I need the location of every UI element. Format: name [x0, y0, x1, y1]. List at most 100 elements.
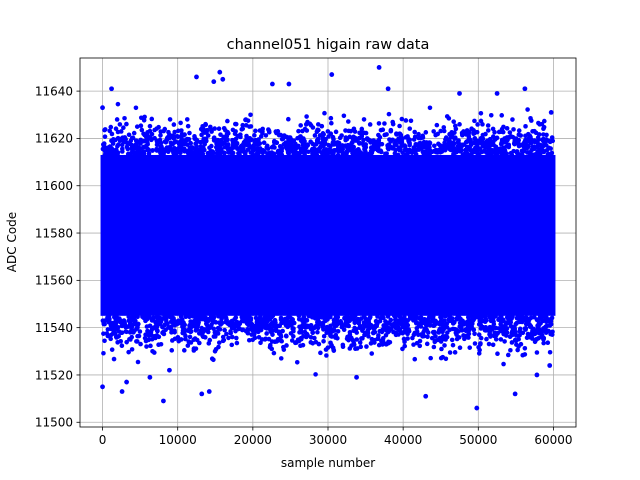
data-point — [457, 324, 463, 329]
data-point — [464, 333, 470, 338]
data-point — [298, 326, 304, 332]
data-point — [147, 128, 153, 134]
data-point — [301, 322, 306, 328]
data-point — [136, 145, 142, 150]
data-point — [187, 145, 193, 151]
data-point — [378, 127, 384, 133]
x-axis-label: sample number — [281, 456, 375, 470]
data-point — [211, 326, 217, 332]
data-point — [304, 318, 309, 323]
data-point — [304, 144, 309, 150]
data-point — [347, 346, 353, 351]
data-point — [118, 129, 124, 134]
data-point — [412, 147, 418, 153]
data-point — [191, 150, 197, 156]
data-point — [367, 315, 373, 321]
data-point — [301, 315, 306, 320]
data-point — [536, 137, 541, 143]
data-point — [478, 110, 484, 116]
data-point — [416, 131, 421, 137]
data-point — [321, 327, 326, 332]
data-point — [285, 324, 290, 330]
data-point — [529, 139, 535, 145]
data-point — [145, 140, 150, 145]
data-point — [126, 314, 132, 320]
data-point — [547, 139, 553, 145]
data-point — [276, 132, 282, 138]
data-point — [106, 318, 112, 324]
data-point — [148, 343, 153, 349]
data-point — [480, 136, 486, 141]
data-point — [107, 144, 113, 149]
data-point — [264, 331, 269, 336]
data-point — [127, 141, 133, 147]
data-point — [137, 329, 143, 334]
data-point — [315, 329, 320, 335]
data-point — [427, 105, 433, 111]
data-point — [389, 326, 394, 332]
data-point — [412, 129, 418, 135]
data-point — [121, 139, 127, 144]
data-point — [423, 321, 428, 327]
data-point — [110, 141, 116, 146]
data-point — [512, 141, 517, 147]
data-point — [102, 127, 108, 132]
data-point — [200, 334, 206, 339]
outlier-point — [161, 398, 166, 404]
data-point — [452, 350, 458, 355]
data-point — [523, 137, 528, 143]
data-point — [400, 330, 405, 336]
data-point — [336, 143, 341, 149]
data-point — [485, 128, 491, 133]
data-point — [265, 146, 271, 151]
data-point — [355, 152, 360, 157]
data-point — [209, 143, 214, 149]
data-point — [499, 126, 505, 132]
data-point — [144, 324, 150, 329]
data-point — [106, 314, 112, 319]
data-point — [498, 337, 504, 342]
data-point — [294, 360, 300, 365]
data-point — [105, 327, 111, 332]
data-point — [403, 152, 409, 157]
data-point — [285, 320, 291, 326]
data-point — [139, 127, 145, 133]
data-point — [197, 340, 202, 346]
data-point — [547, 349, 553, 355]
data-point — [123, 329, 128, 334]
x-tick-label: 20000 — [234, 433, 272, 447]
data-point — [511, 127, 516, 132]
data-point — [536, 330, 542, 336]
data-point — [319, 150, 325, 156]
data-point — [477, 317, 483, 323]
data-point — [185, 123, 191, 129]
data-point — [383, 151, 388, 157]
data-point — [413, 142, 419, 148]
data-point — [392, 317, 398, 322]
data-point — [258, 327, 264, 333]
data-point — [149, 148, 155, 153]
data-point — [124, 121, 129, 127]
data-point — [171, 122, 177, 127]
data-point — [201, 145, 206, 151]
data-point — [291, 320, 297, 326]
data-point — [346, 147, 352, 153]
data-point — [156, 342, 161, 348]
data-point — [467, 345, 473, 350]
outlier-point — [194, 74, 199, 80]
outlier-point — [220, 76, 226, 82]
data-point — [240, 122, 245, 128]
data-point — [321, 338, 326, 344]
data-point — [460, 132, 465, 137]
data-point — [495, 351, 500, 357]
data-point — [334, 315, 340, 321]
data-point — [251, 323, 257, 329]
data-point — [504, 126, 510, 131]
data-point — [437, 335, 443, 341]
data-point — [216, 126, 222, 131]
data-point — [158, 133, 163, 138]
data-point — [229, 334, 235, 340]
data-point — [284, 343, 289, 348]
data-point — [510, 134, 516, 140]
data-point — [351, 340, 357, 346]
